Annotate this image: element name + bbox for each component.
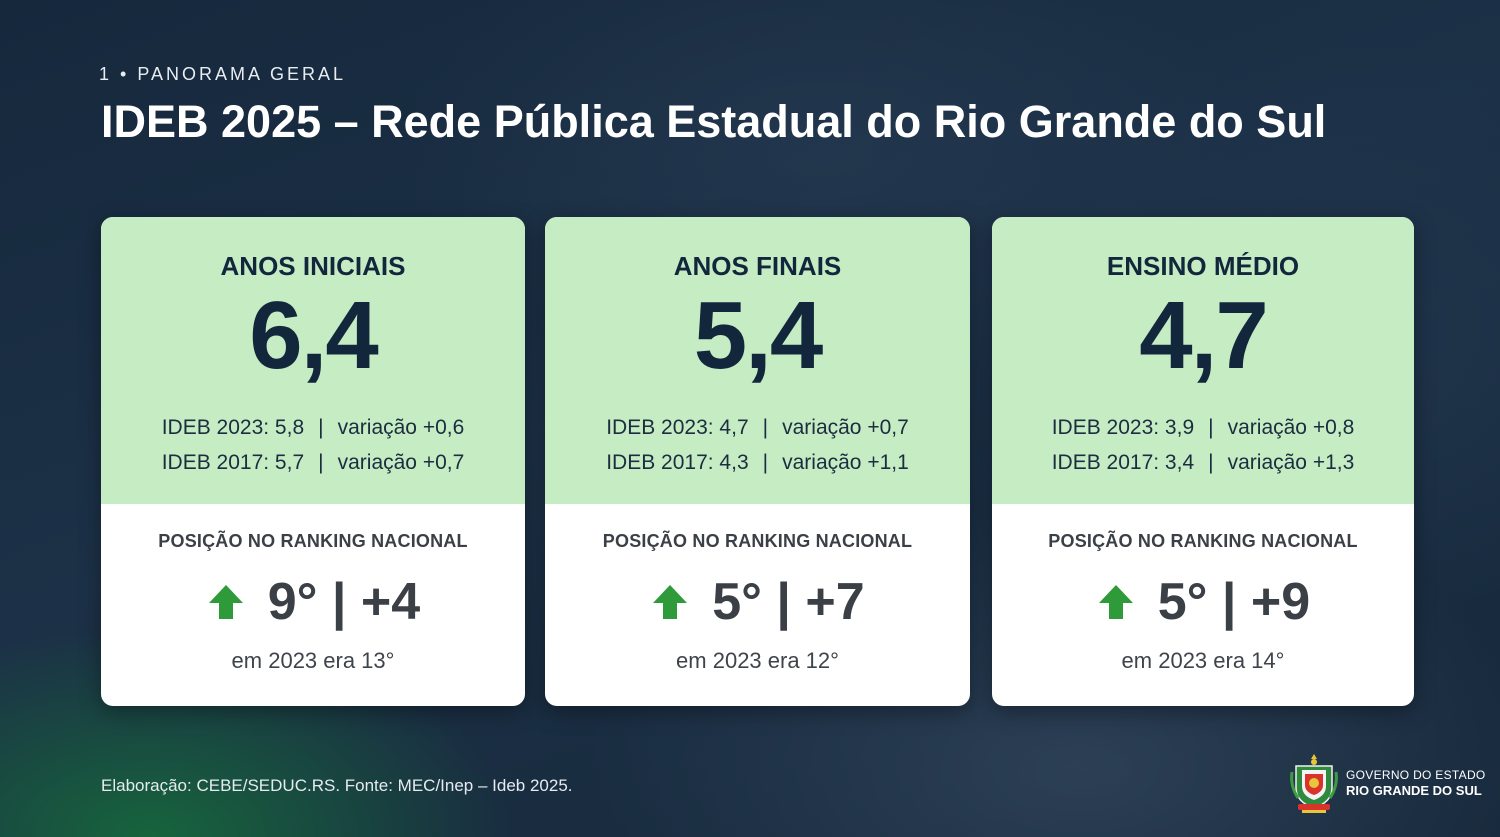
ideb-previous: IDEB 2023: 4,7 xyxy=(606,416,749,439)
card-bottom-section: POSIÇÃO NO RANKING NACIONAL 9° | +4 em 2… xyxy=(101,504,525,674)
rank-value: 5° | +9 xyxy=(1157,573,1311,631)
ideb-previous: IDEB 2017: 3,4 xyxy=(1051,451,1195,474)
rank-previous: em 2023 era 14° xyxy=(1121,648,1285,673)
separator: | xyxy=(1208,416,1214,439)
rank-value: 9° | +4 xyxy=(267,573,421,631)
stat-line-2023: IDEB 2023: 3,9 | variação +0,8 xyxy=(1052,416,1355,440)
ideb-value: 5,4 xyxy=(693,282,823,389)
rank-previous: em 2023 era 12° xyxy=(676,648,839,673)
page-title: IDEB 2025 – Rede Pública Estadual do Rio… xyxy=(101,96,1327,147)
card-top-section: ENSINO MÉDIO 4,7 IDEB 2023: 3,9 | variação… xyxy=(992,217,1414,504)
stat-line-2017: IDEB 2017: 5,7 | variação +0,7 xyxy=(162,451,465,475)
stat-line-2017: IDEB 2017: 3,4 | variação +1,3 xyxy=(1052,451,1355,475)
stat-line-2023: IDEB 2023: 5,8 | variação +0,6 xyxy=(162,416,465,440)
rank-row: 5° | +9 xyxy=(1096,572,1310,632)
card-title: ENSINO MÉDIO xyxy=(1106,251,1300,281)
gov-line-2: RIO GRANDE DO SUL xyxy=(1346,783,1482,798)
government-brand: GOVERNO DO ESTADO RIO GRANDE DO SUL xyxy=(1346,768,1486,798)
card-top-section: ANOS INICIAIS 6,4 IDEB 2023: 5,8 | variaçã… xyxy=(101,217,525,504)
arrow-up-icon xyxy=(653,585,688,619)
card-anos-finais: ANOS FINAIS 5,4 IDEB 2023: 4,7 | variação … xyxy=(545,217,970,706)
variation: variação +0,7 xyxy=(782,416,909,439)
card-bottom-section: POSIÇÃO NO RANKING NACIONAL 5° | +9 em 2… xyxy=(992,504,1414,674)
separator: | xyxy=(1208,451,1214,474)
card-ensino-medio: ENSINO MÉDIO 4,7 IDEB 2023: 3,9 | variação… xyxy=(992,217,1414,706)
ideb-previous: IDEB 2023: 5,8 xyxy=(161,416,305,439)
rank-row: 9° | +4 xyxy=(206,572,420,632)
card-title: ANOS INICIAIS xyxy=(220,251,406,281)
rank-label: POSIÇÃO NO RANKING NACIONAL xyxy=(158,531,468,551)
variation: variação +1,3 xyxy=(1227,451,1355,474)
ideb-value: 6,4 xyxy=(249,282,378,389)
variation: variação +1,1 xyxy=(782,451,909,474)
gov-line-1: GOVERNO DO ESTADO xyxy=(1346,768,1486,782)
variation: variação +0,8 xyxy=(1227,416,1355,439)
variation: variação +0,7 xyxy=(337,451,465,474)
card-bottom-section: POSIÇÃO NO RANKING NACIONAL 5° | +7 em 2… xyxy=(545,504,970,674)
separator: | xyxy=(318,451,324,474)
ideb-value: 4,7 xyxy=(1139,282,1268,389)
ideb-previous: IDEB 2017: 5,7 xyxy=(161,451,305,474)
state-coat-of-arms-icon xyxy=(1290,754,1338,813)
rank-label: POSIÇÃO NO RANKING NACIONAL xyxy=(1048,531,1358,551)
section-label: 1 • PANORAMA GERAL xyxy=(99,64,347,84)
separator: | xyxy=(762,451,769,474)
stat-line-2023: IDEB 2023: 4,7 | variação +0,7 xyxy=(606,416,909,440)
rank-row: 5° | +7 xyxy=(650,572,865,632)
card-anos-iniciais: ANOS INICIAIS 6,4 IDEB 2023: 5,8 | variaçã… xyxy=(101,217,525,706)
card-title: ANOS FINAIS xyxy=(673,251,842,281)
card-top-section: ANOS FINAIS 5,4 IDEB 2023: 4,7 | variação … xyxy=(545,217,970,504)
arrow-up-icon xyxy=(208,585,243,619)
source-note: Elaboração: CEBE/SEDUC.RS. Fonte: MEC/In… xyxy=(101,776,573,795)
separator: | xyxy=(318,416,324,439)
ideb-previous: IDEB 2023: 3,9 xyxy=(1051,416,1195,439)
separator: | xyxy=(762,416,769,439)
rank-label: POSIÇÃO NO RANKING NACIONAL xyxy=(602,531,913,551)
stat-line-2017: IDEB 2017: 4,3 | variação +1,1 xyxy=(606,451,909,475)
arrow-up-icon xyxy=(1098,585,1133,619)
ideb-previous: IDEB 2017: 4,3 xyxy=(606,451,749,474)
rank-value: 5° | +7 xyxy=(712,573,865,631)
rank-previous: em 2023 era 13° xyxy=(231,648,395,673)
variation: variação +0,6 xyxy=(337,416,465,439)
